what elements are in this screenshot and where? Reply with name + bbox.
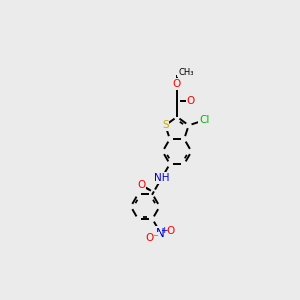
Text: O⁻: O⁻ bbox=[145, 233, 159, 243]
Text: O: O bbox=[173, 79, 181, 89]
Text: O: O bbox=[167, 226, 175, 236]
Text: N: N bbox=[156, 226, 165, 240]
Text: Cl: Cl bbox=[199, 115, 209, 125]
Text: O: O bbox=[137, 180, 146, 190]
Text: O: O bbox=[187, 96, 195, 106]
Text: S: S bbox=[162, 120, 169, 130]
Text: CH₃: CH₃ bbox=[178, 68, 194, 76]
Text: +: + bbox=[160, 226, 167, 235]
Text: NH: NH bbox=[154, 173, 170, 183]
